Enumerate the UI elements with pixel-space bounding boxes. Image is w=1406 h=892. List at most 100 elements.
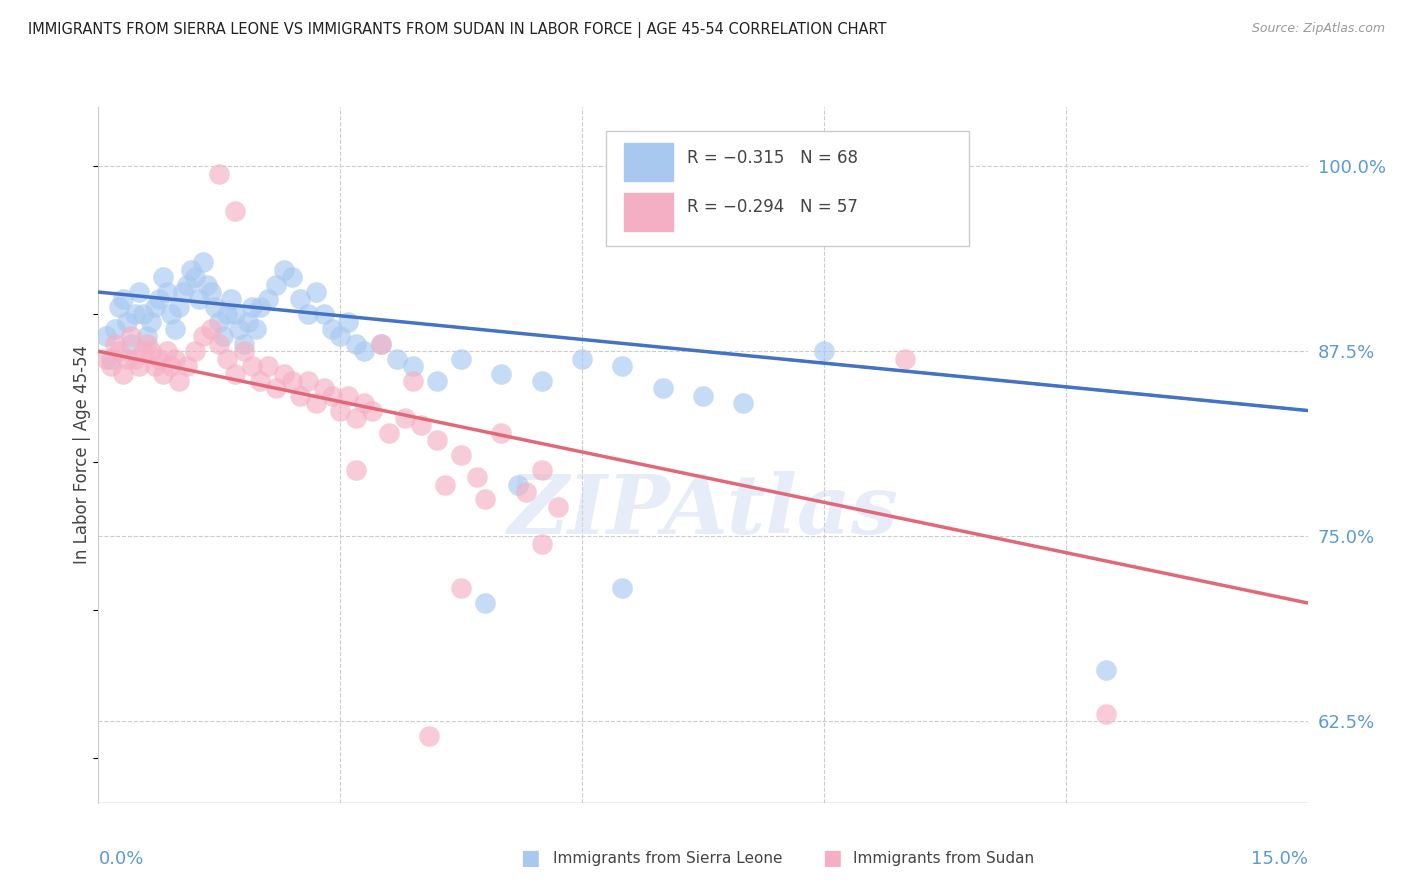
Point [232,337,254,351]
Point [204,300,226,314]
Point [143,300,166,314]
Point [124,307,146,321]
Text: ■: ■ [520,848,540,868]
Point [273,263,295,277]
Point [128,285,150,299]
Point [305,285,328,299]
Point [530,374,553,388]
Point [612,581,634,595]
Point [132,307,155,321]
Point [281,270,304,285]
FancyBboxPatch shape [624,144,673,181]
Point [148,351,170,366]
Text: Immigrants from Sudan: Immigrants from Sudan [853,851,1035,865]
Point [217,351,239,366]
Point [450,448,472,462]
Point [651,381,673,395]
Point [305,396,328,410]
Point [474,492,496,507]
Point [281,374,304,388]
Point [450,351,472,366]
Point [474,596,496,610]
Point [264,381,287,395]
Point [224,203,246,218]
Point [321,322,343,336]
Point [236,315,259,329]
Text: ZIPAtlas: ZIPAtlas [508,471,898,550]
Point [100,351,122,366]
Point [232,344,254,359]
Point [208,167,231,181]
Point [353,344,375,359]
Point [193,255,215,269]
Point [329,329,352,343]
Point [156,285,179,299]
Point [120,337,142,351]
Point [135,329,157,343]
Point [353,396,375,410]
Point [491,367,513,381]
Point [163,322,186,336]
Point [893,351,915,366]
Point [115,315,138,329]
Point [612,359,634,373]
Point [450,581,472,595]
Point [167,300,190,314]
Point [240,359,263,373]
Text: ■: ■ [823,848,842,868]
Point [344,337,367,351]
Point [172,285,194,299]
Point [370,337,392,351]
Point [692,389,714,403]
Point [152,270,174,285]
Point [426,374,449,388]
Point [337,315,360,329]
Text: R = −0.315   N = 68: R = −0.315 N = 68 [688,149,858,167]
Point [212,329,235,343]
Point [418,729,440,743]
Point [96,329,118,343]
Point [1095,706,1118,721]
Point [96,351,118,366]
Point [402,374,425,388]
Point [530,537,553,551]
Point [103,337,125,351]
Point [221,293,243,307]
Point [402,359,425,373]
Point [394,411,416,425]
Point [152,367,174,381]
Point [200,322,222,336]
Point [156,344,179,359]
Point [167,374,190,388]
Point [297,374,319,388]
Point [184,344,207,359]
Point [224,367,246,381]
Point [224,307,246,321]
Point [128,359,150,373]
Point [256,359,278,373]
Point [208,315,231,329]
Point [361,403,384,417]
Point [124,351,146,366]
Point [370,337,392,351]
Point [813,344,835,359]
Point [256,293,278,307]
FancyBboxPatch shape [606,131,969,246]
Point [264,277,287,292]
Point [139,315,162,329]
Point [321,389,343,403]
Point [297,307,319,321]
Point [245,322,267,336]
Point [377,425,399,440]
Point [103,322,125,336]
Point [115,351,138,366]
Point [176,359,198,373]
Point [337,389,360,403]
Point [249,374,271,388]
Point [193,329,215,343]
Point [111,367,134,381]
Point [426,433,449,447]
Point [571,351,593,366]
Point [180,263,202,277]
Point [132,344,155,359]
